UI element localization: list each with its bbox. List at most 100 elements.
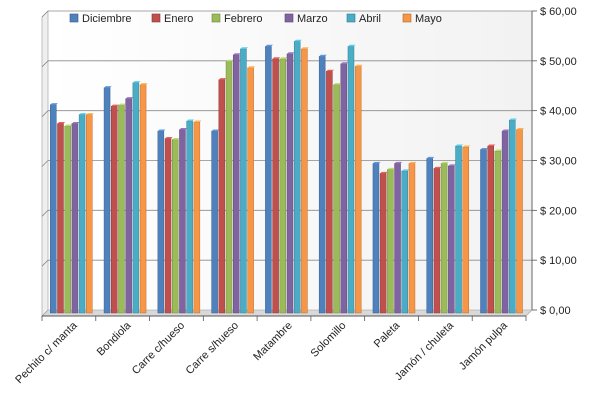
bar-marzo <box>448 165 455 314</box>
bar-top-mayo <box>86 113 94 115</box>
gridline-side <box>41 210 49 217</box>
bar-top-mayo <box>462 145 471 148</box>
bar-top-diciembre <box>372 161 381 164</box>
bar-top-marzo <box>340 62 349 64</box>
bar-marzo <box>501 130 509 314</box>
bar-top-enero <box>218 78 227 80</box>
bar-top-abril <box>240 47 249 49</box>
legend-swatch-abril <box>346 13 356 23</box>
x-tick-label: Carre s/hueso <box>184 320 241 377</box>
bar-enero <box>218 79 226 314</box>
bar-marzo <box>286 53 294 314</box>
bar-marzo <box>179 129 186 314</box>
legend-label-abril: Abril <box>359 13 381 25</box>
bar-top-marzo <box>233 53 241 55</box>
bar-mayo <box>86 114 93 314</box>
bar-enero <box>326 71 333 314</box>
bar-top-enero <box>165 136 173 139</box>
bar-enero <box>433 168 441 314</box>
bar-top-marzo <box>448 164 456 166</box>
bar-top-febrero <box>226 59 234 62</box>
x-tick-label: Solomillo <box>309 320 349 360</box>
gridline-side <box>41 160 49 167</box>
bar-top-marzo <box>179 128 188 130</box>
bar-mayo <box>462 146 469 314</box>
bar-abril <box>132 82 140 314</box>
bar-top-mayo <box>193 120 202 123</box>
bar-diciembre <box>372 163 380 314</box>
bar-mayo <box>139 84 147 314</box>
x-tick-label: Jamón / chuleta <box>393 319 457 383</box>
bar-top-abril <box>132 81 141 83</box>
bar-top-marzo <box>394 161 403 164</box>
bars <box>50 39 525 314</box>
bar-abril <box>240 48 247 314</box>
bar-diciembre <box>265 46 272 314</box>
legend-swatch-febrero <box>211 13 221 23</box>
bar-top-enero <box>326 69 334 72</box>
bar-enero <box>111 105 118 314</box>
bar-febrero <box>225 61 233 314</box>
bar-top-abril <box>401 169 410 171</box>
bar-febrero <box>440 163 448 314</box>
bar-top-enero <box>111 104 119 107</box>
bar-mayo <box>408 163 416 314</box>
bar-top-abril <box>455 144 464 147</box>
bar-enero <box>487 145 494 314</box>
bar-mayo <box>354 66 362 314</box>
bar-febrero <box>279 58 287 314</box>
bar-diciembre <box>426 158 433 314</box>
bar-top-diciembre <box>211 129 220 132</box>
legend-label-marzo: Marzo <box>297 13 328 25</box>
bar-abril <box>186 120 193 314</box>
bar-top-febrero <box>118 103 127 106</box>
bar-top-enero <box>487 144 496 147</box>
bar-febrero <box>494 150 502 314</box>
y-tick-label: $ 10,00 <box>540 255 577 267</box>
bar-top-mayo <box>408 161 417 164</box>
bar-top-enero <box>57 122 66 124</box>
bar-top-diciembre <box>265 44 273 47</box>
bar-enero <box>57 123 64 314</box>
bar-abril <box>78 114 86 314</box>
bar-enero <box>272 58 279 314</box>
gridline-side <box>41 259 49 267</box>
x-tick-label: Bondiola <box>95 319 134 358</box>
bar-top-marzo <box>71 122 80 124</box>
bar-marzo <box>394 163 401 314</box>
bar-abril <box>509 119 516 314</box>
bar-enero <box>164 138 172 314</box>
bar-top-febrero <box>494 149 503 152</box>
gridline-side <box>41 60 49 68</box>
x-tick-label: Matambre <box>251 320 295 364</box>
legend-label-enero: Enero <box>164 13 193 25</box>
bar-top-diciembre <box>319 54 327 57</box>
bar-marzo <box>71 123 79 314</box>
legend-label-febrero: Febrero <box>224 13 263 25</box>
y-tick-label: $ 50,00 <box>540 56 577 68</box>
bar-top-abril <box>79 113 87 115</box>
y-tick-label: $ 40,00 <box>540 106 577 118</box>
legend-swatch-diciembre <box>69 13 79 23</box>
bar-febrero <box>387 169 394 314</box>
bar-top-marzo <box>125 97 134 99</box>
x-tick-label: Paleta <box>372 319 403 350</box>
bar-mayo <box>516 129 523 314</box>
y-axis-ticks: $ 0,00 $ 10,00 $ 20,00 $ 30,00 $ 40,00 $ 50,0… <box>532 6 577 317</box>
y-tick-label: $ 30,00 <box>540 156 577 168</box>
bar-abril <box>347 46 355 314</box>
x-tick-label: Jamón pulpa <box>457 319 511 373</box>
bar-top-febrero <box>441 161 449 164</box>
bar-top-mayo <box>301 47 309 49</box>
bar-top-marzo <box>287 52 295 54</box>
bar-top-marzo <box>502 129 510 132</box>
bar-top-enero <box>272 57 281 59</box>
bar-top-diciembre <box>50 103 58 105</box>
bar-marzo <box>125 98 132 314</box>
bar-diciembre <box>211 130 218 314</box>
bar-enero <box>379 173 387 314</box>
bar-top-febrero <box>172 137 180 140</box>
bar-febrero <box>171 139 179 314</box>
